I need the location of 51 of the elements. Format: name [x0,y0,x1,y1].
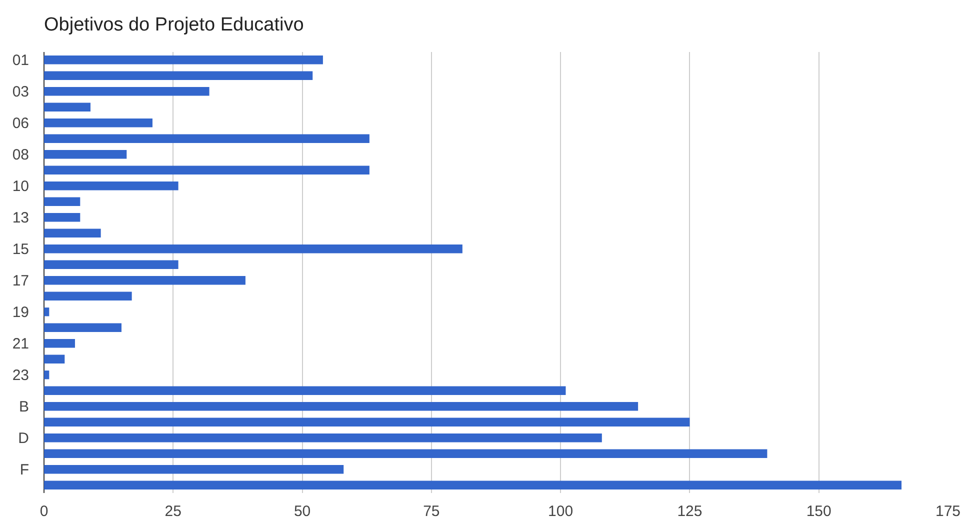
y-tick-label: 17 [12,272,29,290]
bar [44,323,122,332]
bar [44,244,462,254]
bar [44,87,210,96]
chart-title: Objetivos do Projeto Educativo [44,14,304,36]
bar [44,449,768,458]
bar [44,213,80,222]
bar [44,197,80,206]
y-tick-label: 19 [12,304,29,322]
x-tick-label: 0 [40,503,48,520]
bar [44,276,246,285]
x-tick-label: 150 [806,503,832,520]
bar [44,166,370,174]
bar [44,354,65,364]
x-tick-label: 75 [423,503,440,520]
y-tick-label: 23 [12,367,29,384]
y-tick-label: 13 [12,210,29,227]
bar [44,118,152,128]
y-tick-label: 06 [12,115,29,132]
bar [44,480,902,490]
x-tick-label: 175 [935,503,961,520]
bar [44,56,323,64]
bar [44,260,178,269]
y-tick-label: 03 [12,84,29,101]
bar [44,102,90,112]
bar [44,228,101,238]
bar [44,386,566,395]
x-tick-label: 50 [294,503,311,520]
bar [44,465,344,474]
bar [44,370,50,380]
x-tick-label: 125 [677,503,702,520]
y-tick-label: 01 [12,52,29,70]
bar [44,308,50,316]
bar [44,339,75,348]
y-tick-label: 10 [12,178,29,196]
bar [44,292,132,300]
y-tick-label: D [18,430,30,448]
bar [44,402,638,411]
bar [44,71,313,80]
y-tick-label: 15 [12,241,29,258]
bar [44,134,370,143]
y-tick-label: F [20,462,29,479]
bar [44,434,602,442]
bar [44,150,127,159]
y-tick-label: B [18,398,29,416]
x-tick-label: 100 [548,503,574,520]
bar [44,418,690,426]
y-tick-label: 08 [12,146,29,164]
x-tick-label: 25 [164,503,182,520]
y-tick-label: 21 [12,336,29,353]
bar [44,182,178,190]
